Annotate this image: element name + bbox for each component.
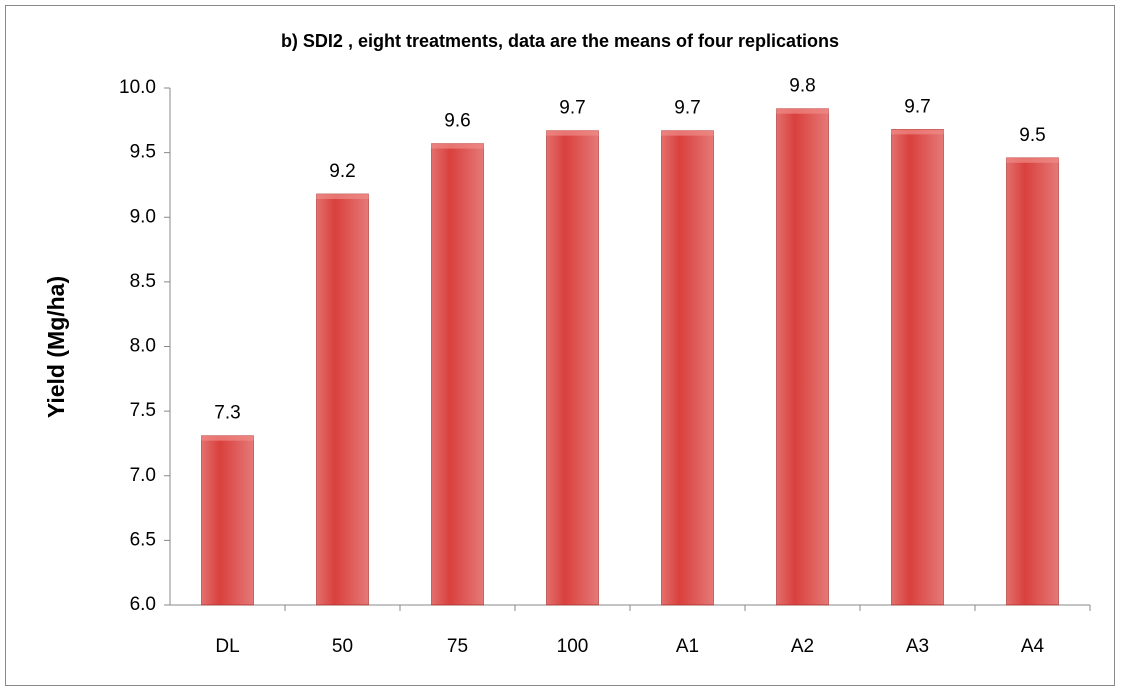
bar-cap <box>1006 157 1059 163</box>
bar <box>316 193 369 606</box>
data-label: 9.6 <box>444 111 470 132</box>
bar <box>546 130 599 606</box>
data-label: 9.5 <box>1019 125 1045 146</box>
y-tick-label: 8.5 <box>130 271 156 292</box>
bar-cap <box>776 108 829 114</box>
x-tick-label: 75 <box>447 636 468 657</box>
bar-cap <box>546 130 599 136</box>
y-tick-label: 9.5 <box>130 142 156 163</box>
x-tick-label: A3 <box>906 636 929 657</box>
data-label: 9.7 <box>904 96 930 117</box>
bar-cap <box>891 129 944 135</box>
x-tick-label: A4 <box>1021 636 1045 657</box>
chart-title: b) SDI2 , eight treatments, data are the… <box>281 31 839 51</box>
bar <box>201 435 254 606</box>
bar <box>661 130 714 606</box>
bar-cap <box>661 130 714 136</box>
x-tick-label: 100 <box>557 636 589 657</box>
bar-cap <box>201 435 254 441</box>
data-label: 9.8 <box>789 76 815 97</box>
y-tick-label: 7.0 <box>130 465 156 486</box>
bar <box>431 143 484 606</box>
y-tick-label: 6.5 <box>130 529 156 550</box>
y-axis-title: Yield (Mg/ha) <box>43 276 69 418</box>
bar-cap <box>316 193 369 199</box>
y-tick-label: 8.0 <box>130 336 156 357</box>
x-tick-label: DL <box>215 636 239 657</box>
bar <box>1006 157 1059 606</box>
data-label: 9.2 <box>329 161 355 182</box>
y-tick-label: 9.0 <box>130 206 156 227</box>
data-label: 9.7 <box>559 98 585 119</box>
bar <box>891 129 944 606</box>
data-label: 7.3 <box>214 403 240 424</box>
bar <box>776 108 829 606</box>
x-tick-label: 50 <box>332 636 353 657</box>
y-tick-label: 6.0 <box>130 594 156 615</box>
bar-cap <box>431 143 484 149</box>
data-label: 9.7 <box>674 98 700 119</box>
x-tick-label: A2 <box>791 636 814 657</box>
x-tick-label: A1 <box>676 636 699 657</box>
y-tick-label: 7.5 <box>130 400 156 421</box>
y-tick-label: 10.0 <box>119 77 156 98</box>
